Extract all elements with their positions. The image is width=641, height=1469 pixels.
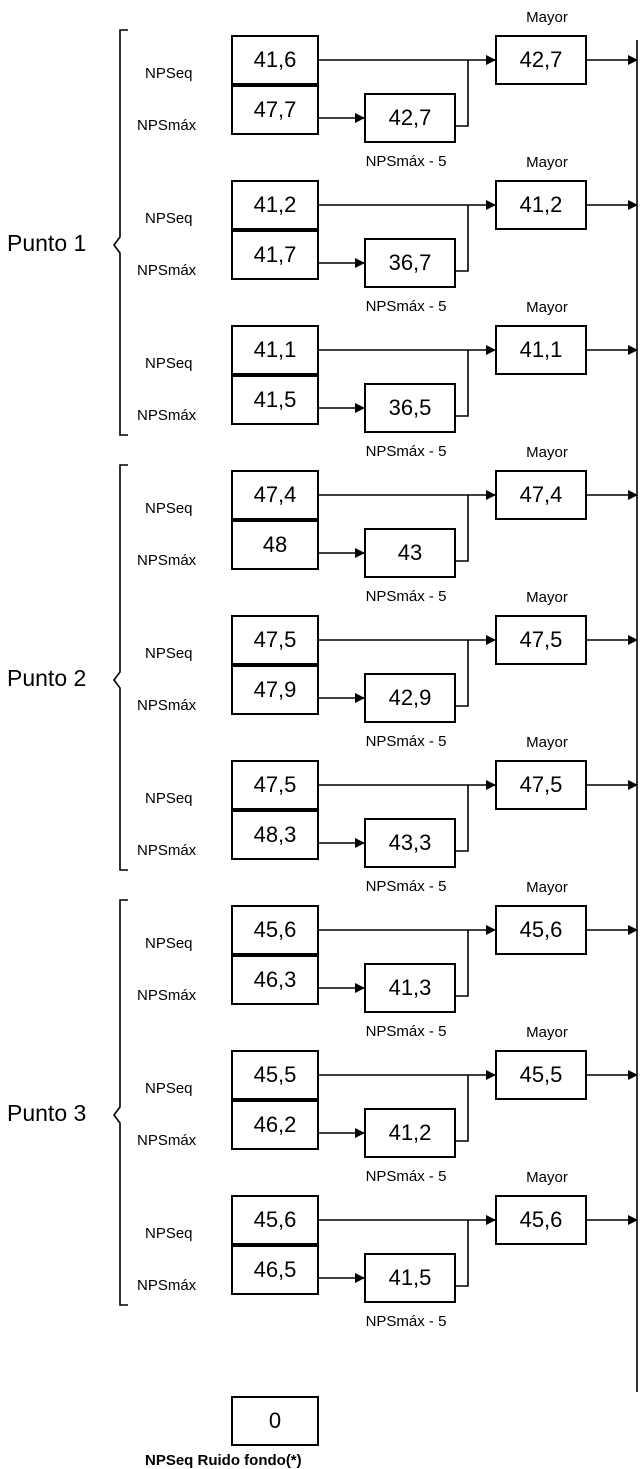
group-bracket — [113, 464, 128, 871]
minus5-to-mayor-connector — [456, 1220, 469, 1287]
npsmax-minus-5-label: NPSmáx - 5 — [365, 1023, 447, 1040]
minus5-to-mayor-connector — [456, 495, 469, 562]
npsmax-label: NPSmáx — [137, 1277, 197, 1294]
npsmax-minus-5-box: 36,5 — [364, 383, 456, 433]
npsmax-minus-5-box: 41,2 — [364, 1108, 456, 1158]
npsmax-minus-5-box: 42,7 — [364, 93, 456, 143]
npseq-label: NPSeq — [145, 790, 193, 807]
npsmax-minus-5-box: 41,5 — [364, 1253, 456, 1303]
npsmax-label: NPSmáx — [137, 987, 197, 1004]
minus5-to-mayor-connector — [456, 205, 469, 272]
npsmax-minus-5-label: NPSmáx - 5 — [365, 298, 447, 315]
npsmax-minus-5-label: NPSmáx - 5 — [365, 878, 447, 895]
npseq-label: NPSeq — [145, 1225, 193, 1242]
npseq-label: NPSeq — [145, 210, 193, 227]
npseq-value-box: 45,6 — [231, 1195, 319, 1245]
minus5-to-mayor-connector — [456, 930, 469, 997]
mayor-value-box: 45,5 — [495, 1050, 587, 1100]
npsmax-label: NPSmáx — [137, 842, 197, 859]
npseq-label: NPSeq — [145, 1080, 193, 1097]
mayor-label: Mayor — [526, 154, 568, 171]
npsmax-value-box: 48 — [231, 520, 319, 570]
npsmax-label: NPSmáx — [137, 117, 197, 134]
mayor-value-box: 47,5 — [495, 615, 587, 665]
npsmax-minus-5-label: NPSmáx - 5 — [365, 733, 447, 750]
mayor-value-box: 41,1 — [495, 325, 587, 375]
minus5-to-mayor-connector — [456, 350, 469, 417]
mayor-value-box: 42,7 — [495, 35, 587, 85]
minus5-to-mayor-connector — [456, 640, 469, 707]
npseq-value-box: 47,5 — [231, 760, 319, 810]
mayor-label: Mayor — [526, 734, 568, 751]
npseq-value-box: 47,5 — [231, 615, 319, 665]
npsmax-value-box: 46,2 — [231, 1100, 319, 1150]
npseq-label: NPSeq — [145, 935, 193, 952]
mayor-label: Mayor — [526, 9, 568, 26]
mayor-value-box: 47,5 — [495, 760, 587, 810]
group-bracket — [113, 29, 128, 436]
npsmax-value-box: 41,7 — [231, 230, 319, 280]
background-noise-label: NPSeq Ruido fondo(*) — [145, 1452, 302, 1469]
punto-label: Punto 3 — [7, 1100, 87, 1126]
mayor-label: Mayor — [526, 1024, 568, 1041]
npseq-value-box: 45,6 — [231, 905, 319, 955]
mayor-label: Mayor — [526, 299, 568, 316]
npsmax-label: NPSmáx — [137, 407, 197, 424]
npseq-value-box: 47,4 — [231, 470, 319, 520]
npsmax-minus-5-label: NPSmáx - 5 — [365, 153, 447, 170]
npsmax-minus-5-box: 42,9 — [364, 673, 456, 723]
npsmax-label: NPSmáx — [137, 262, 197, 279]
mayor-label: Mayor — [526, 879, 568, 896]
npsmax-value-box: 46,3 — [231, 955, 319, 1005]
punto-label: Punto 2 — [7, 665, 87, 691]
npsmax-minus-5-box: 43 — [364, 528, 456, 578]
npsmax-value-box: 47,7 — [231, 85, 319, 135]
npsmax-value-box: 47,9 — [231, 665, 319, 715]
npsmax-minus-5-label: NPSmáx - 5 — [365, 443, 447, 460]
npseq-label: NPSeq — [145, 65, 193, 82]
mayor-value-box: 45,6 — [495, 905, 587, 955]
npsmax-minus-5-label: NPSmáx - 5 — [365, 1168, 447, 1185]
npsmax-label: NPSmáx — [137, 1132, 197, 1149]
background-noise-value-box: 0 — [231, 1396, 319, 1446]
npseq-label: NPSeq — [145, 500, 193, 517]
connector-lines — [113, 29, 638, 1392]
npsmax-value-box: 46,5 — [231, 1245, 319, 1295]
mayor-label: Mayor — [526, 444, 568, 461]
minus5-to-mayor-connector — [456, 1075, 469, 1142]
minus5-to-mayor-connector — [456, 785, 469, 852]
mayor-value-box: 45,6 — [495, 1195, 587, 1245]
npsmax-minus-5-box: 36,7 — [364, 238, 456, 288]
group-bracket — [113, 899, 128, 1306]
npsmax-label: NPSmáx — [137, 697, 197, 714]
npseq-value-box: 41,2 — [231, 180, 319, 230]
npsmax-value-box: 41,5 — [231, 375, 319, 425]
mayor-label: Mayor — [526, 589, 568, 606]
npseq-label: NPSeq — [145, 355, 193, 372]
mayor-value-box: 47,4 — [495, 470, 587, 520]
punto-label: Punto 1 — [7, 230, 87, 256]
npsmax-label: NPSmáx — [137, 552, 197, 569]
npsmax-minus-5-label: NPSmáx - 5 — [365, 588, 447, 605]
npseq-value-box: 41,6 — [231, 35, 319, 85]
noise-calculation-diagram: 41,6 47,7 42,7 42,7 NPSeq NPSmáx NPSmáx - 5 May… — [7, 9, 638, 1469]
mayor-label: Mayor — [526, 1169, 568, 1186]
npsmax-minus-5-box: 43,3 — [364, 818, 456, 868]
npseq-value-box: 45,5 — [231, 1050, 319, 1100]
npsmax-minus-5-label: NPSmáx - 5 — [365, 1313, 447, 1330]
npsmax-value-box: 48,3 — [231, 810, 319, 860]
npsmax-minus-5-box: 41,3 — [364, 963, 456, 1013]
minus5-to-mayor-connector — [456, 60, 469, 127]
npseq-label: NPSeq — [145, 645, 193, 662]
npseq-value-box: 41,1 — [231, 325, 319, 375]
mayor-value-box: 41,2 — [495, 180, 587, 230]
